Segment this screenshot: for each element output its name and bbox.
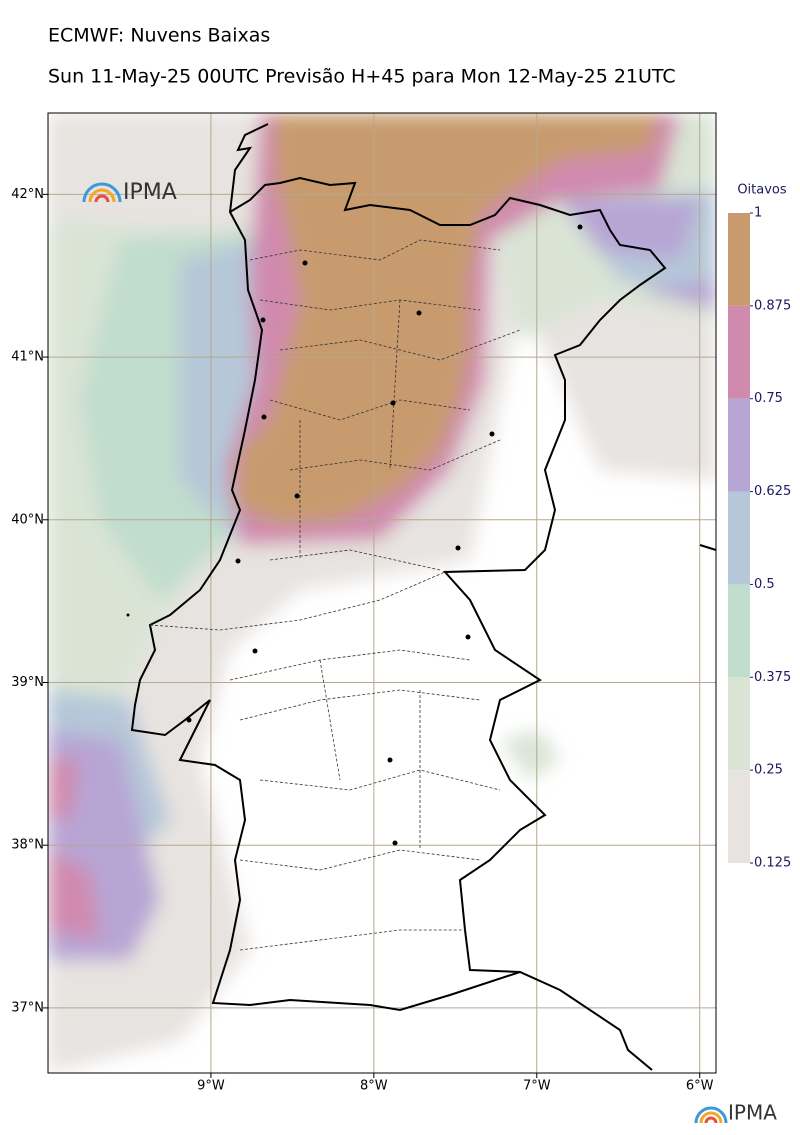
x-tick-label: 8°W xyxy=(360,1079,388,1094)
title: ECMWF: Nuvens Baixas xyxy=(48,25,270,47)
colorbar-tick-label: 0.625 xyxy=(754,484,791,499)
logo-text: IPMA xyxy=(123,180,177,205)
colorbar-band xyxy=(728,770,750,863)
colorbar-tick-label: 0.375 xyxy=(754,670,791,685)
cities xyxy=(126,224,583,846)
district-lines xyxy=(149,239,521,951)
y-tick-label: 40°N xyxy=(11,512,44,527)
colorbar-tick-label: 0.125 xyxy=(754,856,791,871)
colorbar-band xyxy=(728,677,750,771)
colorbar-band xyxy=(728,398,750,492)
colorbar: 0.125 0.25 0.375 0.5 0.625 0.75 0.875 1 xyxy=(728,206,791,871)
colorbar-band xyxy=(728,491,750,585)
x-tick-label: 9°W xyxy=(197,1079,225,1094)
x-tick-label: 6°W xyxy=(686,1079,714,1094)
y-tick-label: 39°N xyxy=(11,675,44,690)
colorbar-tick-label: 1 xyxy=(754,206,762,221)
plot-frame xyxy=(47,112,717,1074)
x-tick-label: 7°W xyxy=(523,1079,551,1094)
subtitle: Sun 11-May-25 00UTC Previsão H+45 para M… xyxy=(48,66,676,88)
y-tick-label: 37°N xyxy=(11,1000,44,1015)
border xyxy=(229,176,667,973)
colorbar-tick-label: 0.75 xyxy=(754,391,783,406)
logo-text: IPMA xyxy=(728,1101,777,1125)
colorbar-band xyxy=(728,305,750,399)
y-tick-label: 42°N xyxy=(11,187,44,202)
logo: IPMA xyxy=(82,180,177,205)
y-tick-label: 41°N xyxy=(11,350,44,365)
coastline xyxy=(130,123,717,1071)
cloud-field xyxy=(48,113,716,1073)
colorbar-tick-label: 0.5 xyxy=(754,577,775,592)
y-tick-label: 38°N xyxy=(11,838,44,853)
colorbar-title: Oitavos xyxy=(737,183,787,198)
logo: IPMA xyxy=(694,1101,777,1125)
colorbar-tick-label: 0.25 xyxy=(754,763,783,778)
colorbar-band xyxy=(728,584,750,678)
colorbar-band xyxy=(728,213,750,306)
colorbar-tick-label: 0.875 xyxy=(754,298,791,313)
